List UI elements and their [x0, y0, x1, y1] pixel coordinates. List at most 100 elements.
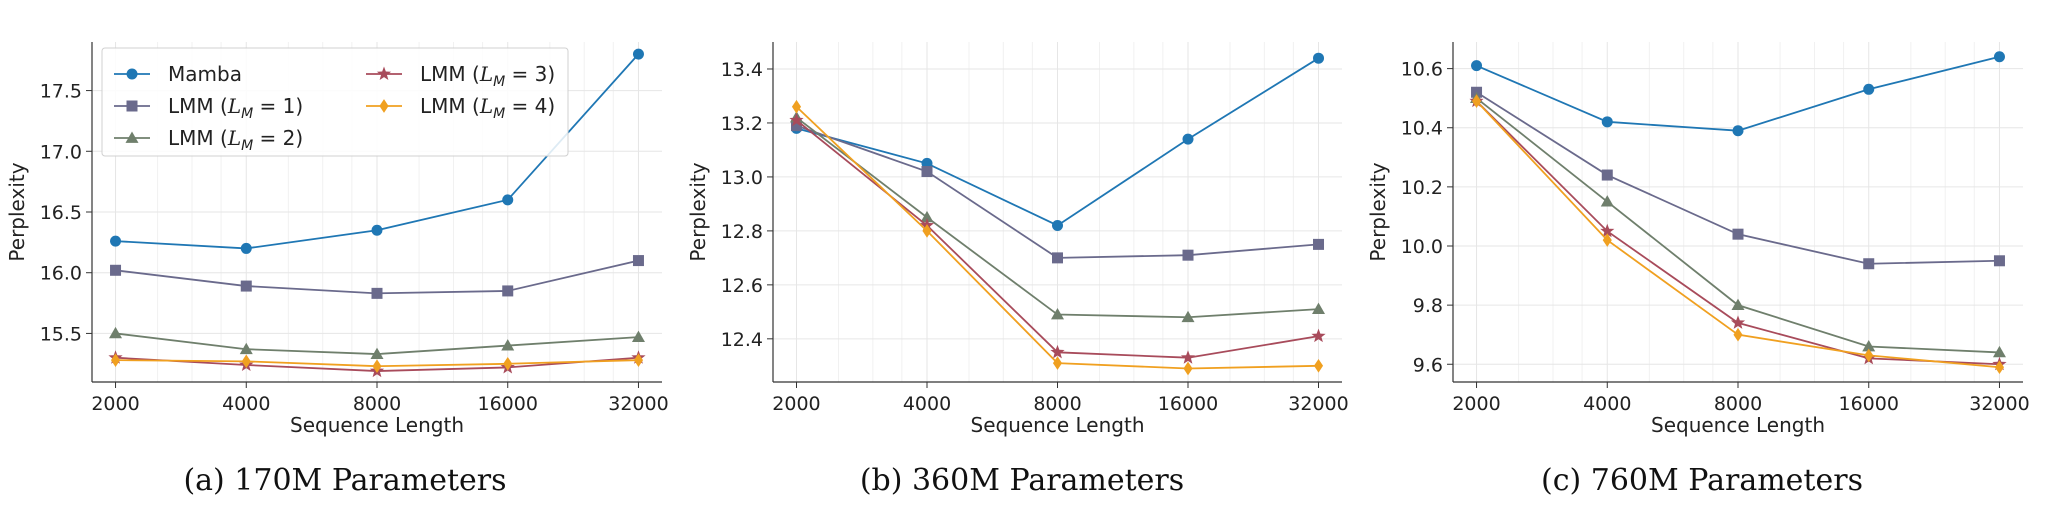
data-point: [502, 194, 514, 206]
series-1: [1471, 51, 2005, 137]
legend-swatch-marker: [376, 66, 392, 81]
data-point: [110, 235, 122, 247]
x-tick-label: 2000: [772, 393, 820, 415]
data-point: [371, 287, 383, 299]
data-point: [1471, 60, 1483, 72]
x-tick-label: 8000: [1714, 393, 1762, 415]
data-point: [1181, 310, 1195, 323]
data-point: [239, 342, 253, 355]
y-tick-label: 16.5: [40, 202, 82, 224]
data-point: [1993, 51, 2005, 63]
x-tick-label: 32000: [608, 393, 668, 415]
legend-box: [101, 47, 569, 157]
x-tick-label: 32000: [1969, 393, 2029, 415]
data-point: [1600, 223, 1615, 238]
legend-label: LMM (LM = 3): [420, 62, 555, 90]
data-point: [1311, 328, 1326, 343]
series-2: [790, 120, 1325, 264]
data-point: [1992, 345, 2006, 358]
y-tick-label: 9.6: [1413, 354, 1443, 376]
legend-label: Mamba: [168, 62, 242, 86]
x-tick-label: 2000: [1452, 393, 1500, 415]
data-point: [501, 339, 515, 351]
legend-entry: LMM (LM = 3): [366, 62, 555, 90]
data-point: [110, 264, 122, 276]
data-point: [1994, 360, 2005, 375]
x-tick-label: 16000: [478, 393, 538, 415]
y-tick-label: 10.0: [1401, 236, 1443, 258]
series-2: [110, 255, 644, 299]
data-point: [789, 112, 804, 127]
data-point: [1601, 116, 1613, 128]
data-point: [1313, 238, 1325, 250]
series-5: [110, 353, 644, 374]
data-point: [791, 99, 802, 114]
data-point: [1733, 327, 1743, 342]
chart-panel-3: 2000 4000 8000 16000 32000 9.6 9.8 10.0 10.2 10.4…: [1366, 42, 2030, 498]
data-point: [1182, 249, 1194, 261]
x-tick-label: 2000: [91, 393, 139, 415]
legend-label: LMM (LM = 1): [168, 94, 303, 122]
legend-label: LMM (LM = 2): [168, 126, 303, 154]
data-point: [1863, 83, 1875, 95]
data-point: [1313, 358, 1324, 373]
x-axis-label: Sequence Length: [971, 413, 1145, 437]
y-tick-label: 16.0: [40, 263, 82, 285]
x-tick-label: 4000: [222, 393, 270, 415]
x-tick-label: 16000: [1839, 393, 1899, 415]
data-point: [1052, 356, 1063, 370]
data-point: [921, 166, 933, 178]
legend-entry: LMM (LM = 1): [114, 94, 303, 122]
y-tick-label: 17.0: [40, 141, 82, 163]
data-point: [1993, 255, 2005, 267]
legend-label: LMM (LM = 4): [420, 94, 555, 122]
legend-entry: Mamba: [114, 62, 242, 86]
data-point: [1600, 195, 1614, 207]
data-point: [1730, 315, 1746, 329]
legend-swatch-marker: [126, 68, 138, 80]
legend-swatch-marker: [125, 131, 139, 143]
data-point: [372, 359, 382, 374]
data-point: [1183, 361, 1193, 376]
data-point: [632, 48, 644, 60]
data-point: [1731, 298, 1745, 311]
legend-entry: LMM (LM = 4): [366, 94, 555, 122]
y-tick-label: 15.5: [40, 323, 82, 345]
data-point: [502, 285, 514, 297]
legend-swatch-marker: [126, 100, 138, 112]
data-point: [1050, 344, 1065, 359]
y-axis-label: Perplexity: [5, 162, 29, 261]
y-tick-label: 12.8: [721, 221, 763, 243]
x-tick-label: 4000: [1583, 393, 1631, 415]
data-point: [1312, 302, 1326, 315]
legend: Mamba LMM (LM = 1) LMM (LM = 2) LMM (LM = 3…: [101, 47, 569, 157]
data-point: [503, 356, 513, 371]
chart-panel-1: 2000 4000 8000 16000 32000 15.5 16.0 16.5 17.0 17…: [5, 42, 669, 498]
data-point: [240, 242, 252, 254]
data-point: [922, 224, 932, 238]
data-point: [1051, 308, 1064, 320]
data-point: [631, 330, 645, 342]
chart-caption: (b) 360M Parameters: [860, 463, 1184, 498]
x-tick-label: 8000: [353, 393, 401, 415]
x-axis-label: Sequence Length: [290, 413, 464, 437]
x-axis-label: Sequence Length: [1651, 413, 1825, 437]
y-tick-label: 17.5: [40, 81, 82, 103]
y-tick-label: 13.0: [721, 167, 763, 189]
data-point: [1052, 219, 1063, 231]
data-point: [633, 353, 644, 367]
data-point: [1732, 228, 1744, 240]
data-point: [240, 280, 252, 292]
data-point: [790, 120, 802, 132]
data-point: [1052, 252, 1063, 264]
y-tick-label: 9.8: [1413, 295, 1443, 317]
y-tick-label: 10.4: [1401, 118, 1443, 140]
data-point: [1471, 94, 1482, 108]
data-point: [109, 326, 123, 339]
data-point: [1863, 258, 1875, 270]
data-point: [1602, 233, 1612, 247]
data-point: [371, 224, 383, 236]
data-point: [1862, 340, 1876, 352]
y-axis-label: Perplexity: [686, 162, 710, 261]
